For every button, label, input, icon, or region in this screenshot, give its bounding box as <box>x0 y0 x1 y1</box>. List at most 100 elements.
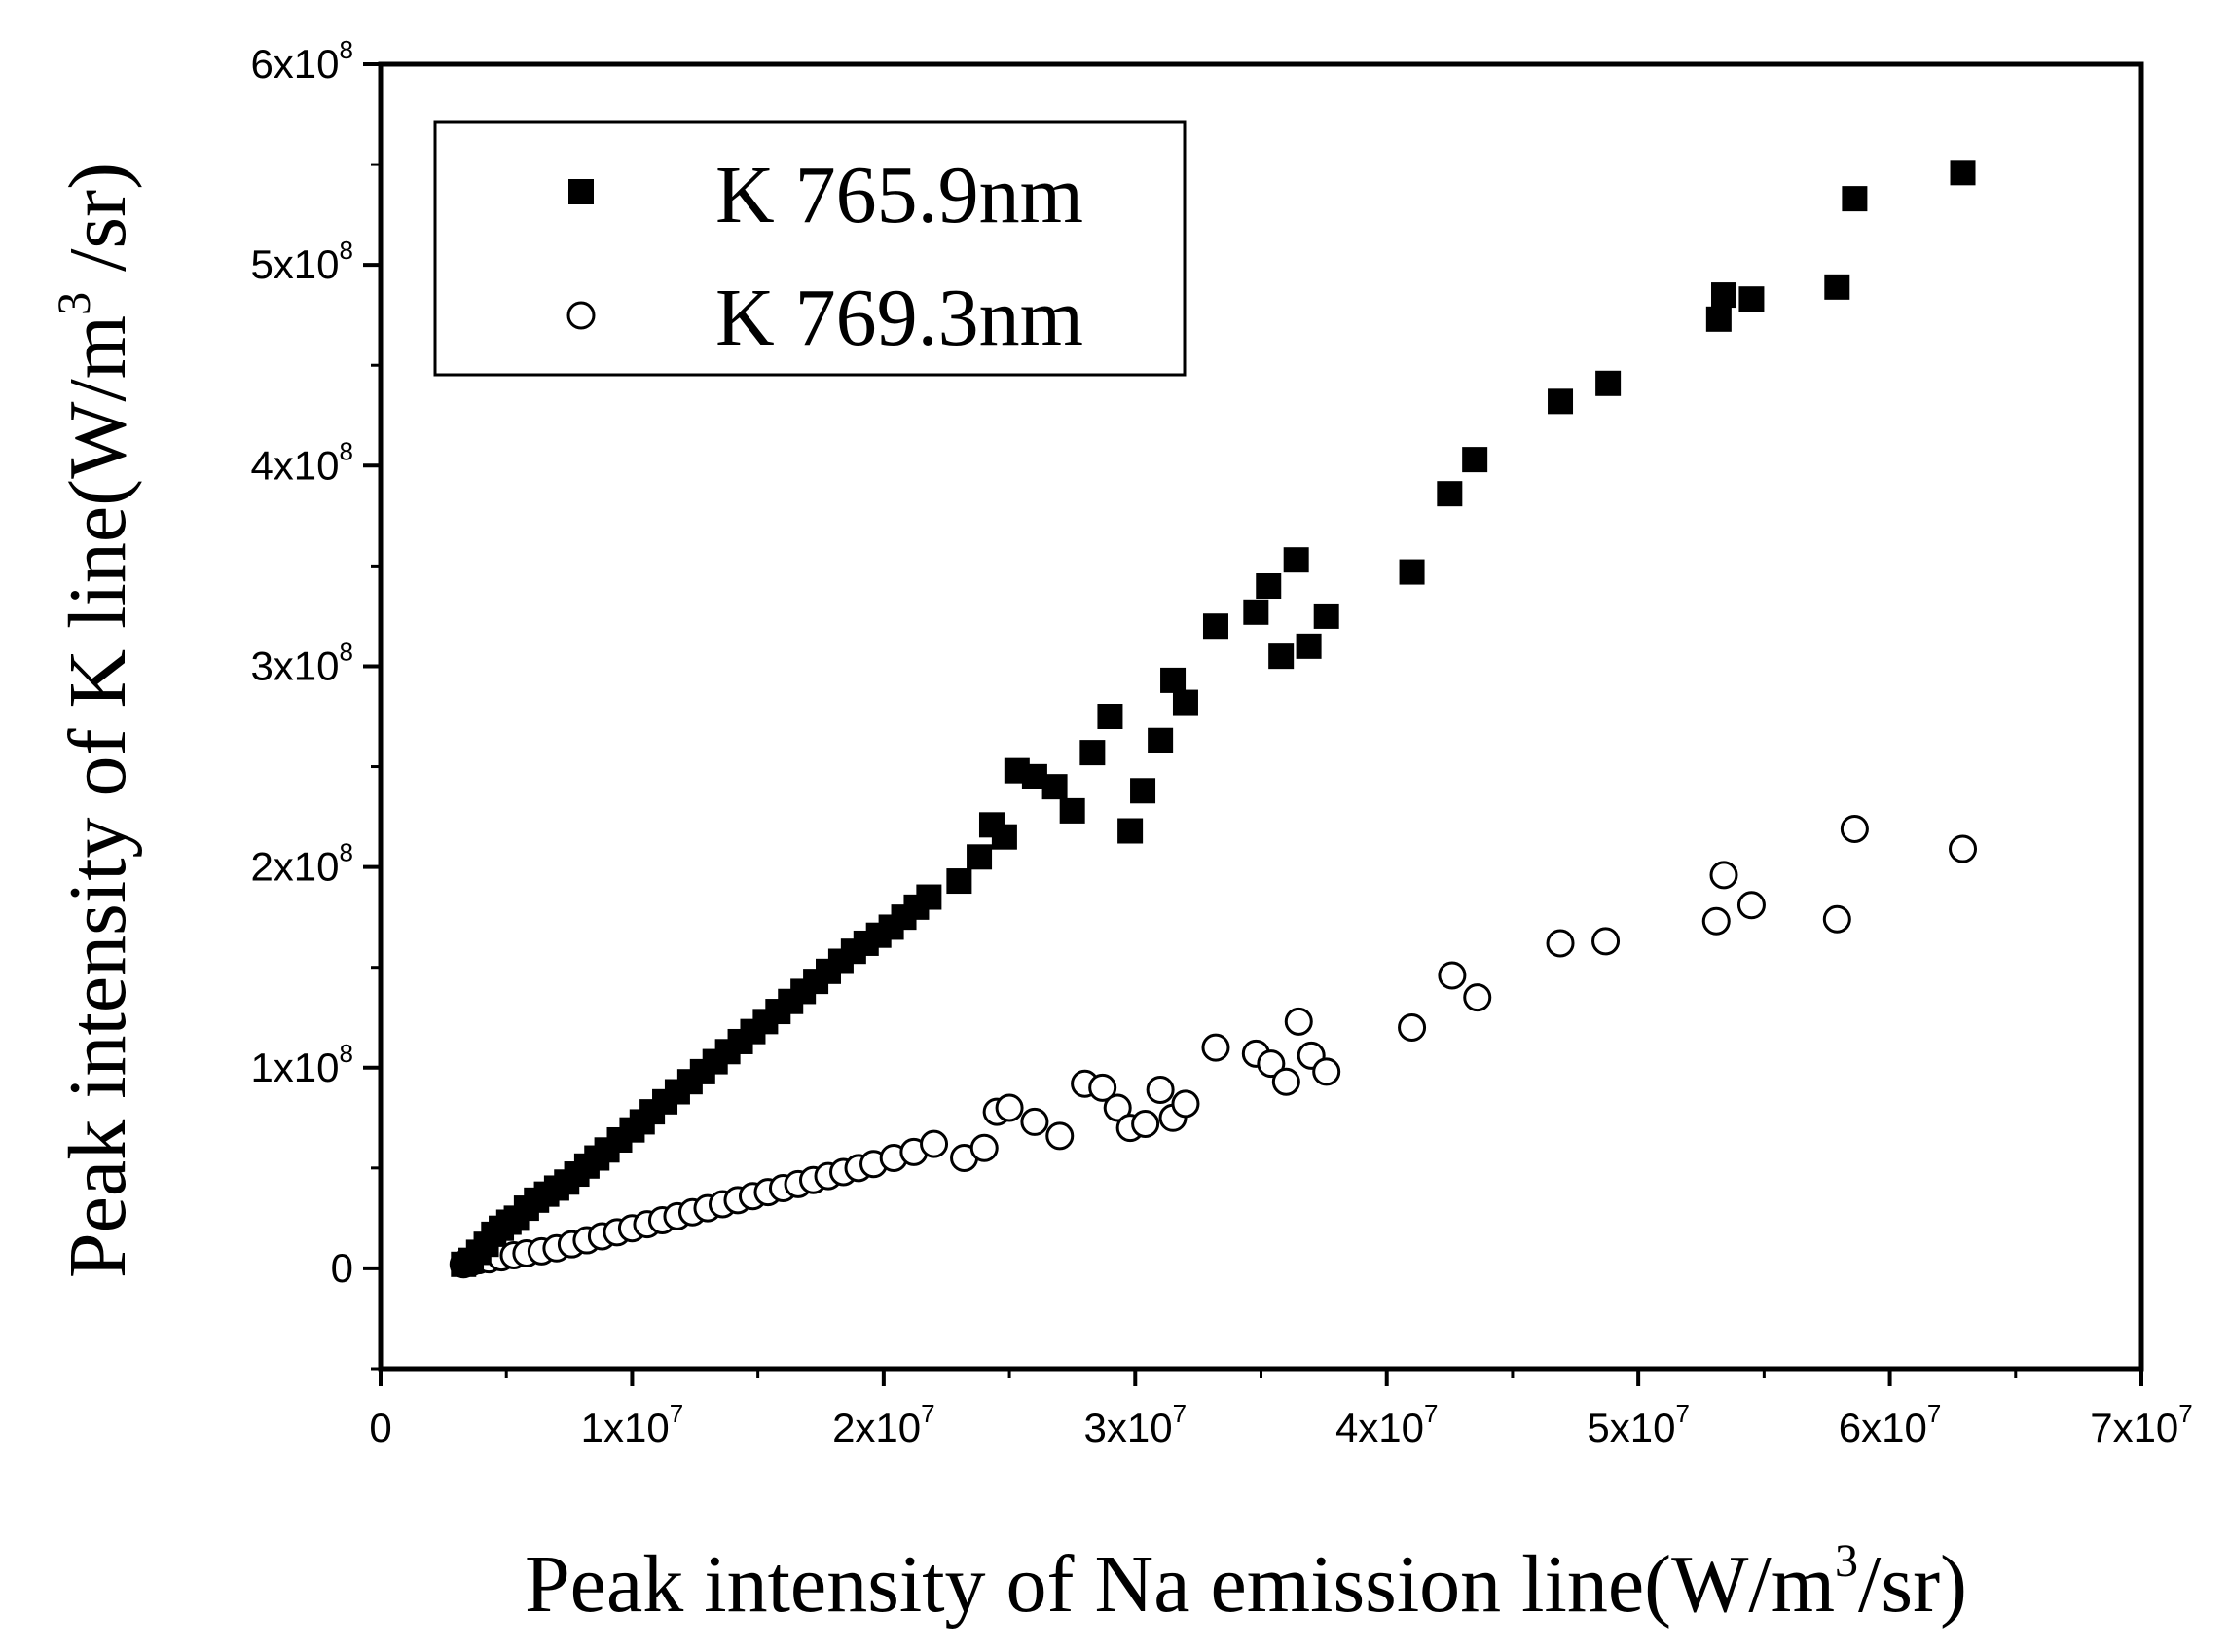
data-point-k-765-9nm <box>1256 573 1282 599</box>
data-point-k-765-9nm <box>1079 740 1106 766</box>
y-tick-label: 6x108 <box>250 35 353 87</box>
data-point-k-765-9nm <box>1148 727 1174 753</box>
data-point-k-769-3nm <box>1146 1075 1175 1104</box>
data-point-k-769-3nm <box>1949 834 1978 863</box>
data-point-k-769-3nm <box>1284 1007 1313 1036</box>
legend-label-k-765-9nm: K 765.9nm <box>715 150 1083 240</box>
y-tick-label-base: 3x10 <box>250 642 339 688</box>
legend: K 765.9nm K 769.3nm <box>433 120 1187 377</box>
data-point-k-765-9nm <box>1283 547 1309 573</box>
series-k-765-9nm <box>451 160 1976 1277</box>
data-point-k-765-9nm <box>1824 274 1850 300</box>
x-tick-label-base: 1x10 <box>581 1405 670 1450</box>
data-point-k-765-9nm <box>1548 388 1574 415</box>
x-tick-label: 5x107 <box>1587 1399 1690 1450</box>
data-point-k-769-3nm <box>1257 1049 1286 1079</box>
data-point-k-765-9nm <box>1059 797 1085 824</box>
data-point-k-765-9nm <box>967 844 993 870</box>
data-point-k-765-9nm <box>1462 447 1488 473</box>
y-axis-title-main: Peak intensity of K line(W/m <box>53 315 143 1278</box>
y-tick-label-exp: 8 <box>340 436 353 465</box>
y-tick-label: 3x108 <box>250 637 353 688</box>
data-point-k-769-3nm <box>1045 1121 1075 1151</box>
data-point-k-765-9nm <box>1738 286 1765 312</box>
x-tick-label-exp: 7 <box>2178 1399 2192 1428</box>
data-point-k-765-9nm <box>1160 667 1187 693</box>
data-point-k-769-3nm <box>1546 929 1575 958</box>
data-point-k-765-9nm <box>1130 778 1156 804</box>
y-tick-label-exp: 8 <box>340 35 353 64</box>
x-tick-label: 6x107 <box>1839 1399 1942 1450</box>
data-point-k-769-3nm <box>1438 961 1467 990</box>
y-tick-label-exp: 8 <box>340 1039 353 1068</box>
y-tick-label-exp: 8 <box>340 838 353 867</box>
data-point-k-765-9nm <box>1711 282 1737 309</box>
y-axis-title-tail: /sr) <box>53 163 143 292</box>
x-tick-label: 3x107 <box>1084 1399 1188 1450</box>
x-tick-label-base: 6x10 <box>1839 1405 1927 1450</box>
data-point-k-765-9nm <box>1041 774 1068 800</box>
y-tick-label-base: 1x10 <box>250 1045 339 1090</box>
x-tick-label-exp: 7 <box>1927 1399 1941 1428</box>
data-point-k-769-3nm <box>995 1093 1024 1122</box>
y-tick-label: 2x108 <box>250 838 353 890</box>
x-tick-label-exp: 7 <box>1675 1399 1689 1428</box>
data-point-k-765-9nm <box>1437 481 1463 507</box>
x-tick-label: 0 <box>369 1405 391 1450</box>
legend-marker-open-circle <box>566 301 596 330</box>
x-tick-label: 2x107 <box>832 1399 935 1450</box>
y-axis-title: Peak intensity of K line(W/m3 /sr) <box>49 163 143 1278</box>
data-point-k-769-3nm <box>1709 861 1738 890</box>
data-point-k-765-9nm <box>1268 643 1295 670</box>
data-point-k-765-9nm <box>1296 633 1322 659</box>
data-point-k-769-3nm <box>1398 1013 1427 1043</box>
y-axis-title-sup: 3 <box>49 292 100 315</box>
data-point-k-765-9nm <box>1097 704 1123 729</box>
data-point-k-769-3nm <box>1591 927 1621 956</box>
y-tick-label: 5x108 <box>250 236 353 287</box>
y-tick-label: 0 <box>331 1245 353 1291</box>
x-tick-label-base: 0 <box>369 1405 391 1450</box>
x-tick-label-exp: 7 <box>1173 1399 1187 1428</box>
y-tick-label: 4x108 <box>250 436 353 488</box>
y-tick-label-base: 2x10 <box>250 844 339 890</box>
legend-box <box>433 120 1187 377</box>
x-tick-label-base: 3x10 <box>1084 1405 1173 1450</box>
data-point-k-765-9nm <box>946 868 972 895</box>
x-tick-label-exp: 7 <box>670 1399 683 1428</box>
x-tick-label-base: 5x10 <box>1587 1405 1675 1450</box>
x-tick-label: 1x107 <box>581 1399 684 1450</box>
data-point-k-769-3nm <box>1103 1093 1132 1122</box>
legend-marker-filled-square <box>568 179 594 204</box>
y-tick-label-base: 0 <box>331 1245 353 1291</box>
data-point-k-769-3nm <box>1020 1107 1049 1136</box>
data-point-k-765-9nm <box>1950 160 1976 186</box>
data-point-k-769-3nm <box>1840 814 1869 843</box>
plot-area-frame <box>378 61 2144 1372</box>
x-axis-title-tail: /sr) <box>1858 1539 1967 1630</box>
x-axis-title-main: Peak intensity of Na emission line(W/m <box>525 1539 1835 1630</box>
x-tick-label: 7x107 <box>2090 1399 2193 1450</box>
data-point-k-769-3nm <box>1312 1057 1341 1086</box>
x-tick-label-base: 7x10 <box>2090 1405 2178 1450</box>
data-point-k-769-3nm <box>1131 1109 1160 1138</box>
x-axis-ticks: 0 1x107 2x107 3x107 4x107 5x107 6x107 7x107 <box>369 1369 2193 1450</box>
data-point-k-769-3nm <box>1822 904 1851 934</box>
data-point-k-769-3nm <box>1271 1067 1300 1096</box>
data-point-k-769-3nm <box>920 1129 949 1158</box>
data-point-k-769-3nm <box>1736 891 1766 920</box>
data-point-k-765-9nm <box>1313 603 1339 629</box>
data-point-k-769-3nm <box>1701 906 1731 936</box>
data-point-k-765-9nm <box>991 824 1017 850</box>
series-k-769-3nm <box>449 814 1978 1279</box>
data-point-k-765-9nm <box>1117 818 1144 844</box>
y-tick-label-exp: 8 <box>340 236 353 265</box>
x-tick-label-base: 2x10 <box>832 1405 921 1450</box>
data-point-k-769-3nm <box>969 1133 999 1162</box>
data-point-k-769-3nm <box>1171 1089 1200 1119</box>
data-point-k-765-9nm <box>1243 599 1269 625</box>
y-tick-label-base: 5x10 <box>250 241 339 287</box>
data-point-k-765-9nm <box>1842 186 1868 212</box>
x-axis-title: Peak intensity of Na emission line(W/m3/… <box>525 1535 1967 1630</box>
